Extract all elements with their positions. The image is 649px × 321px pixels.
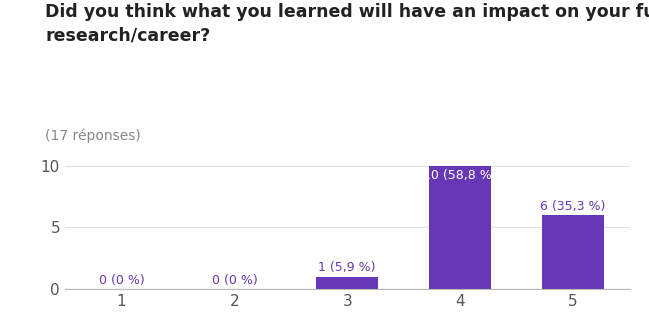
- Bar: [429, 166, 491, 289]
- Text: Did you think what you learned will have an impact on your future
research/caree: Did you think what you learned will have…: [45, 3, 649, 44]
- Text: 1 (5,9 %): 1 (5,9 %): [319, 261, 376, 274]
- Text: 0 (0 %): 0 (0 %): [99, 274, 145, 287]
- Text: 6 (35,3 %): 6 (35,3 %): [540, 200, 606, 213]
- Text: 10 (58,8 %): 10 (58,8 %): [423, 169, 497, 182]
- Bar: [316, 277, 378, 289]
- Bar: [542, 215, 604, 289]
- Text: (17 réponses): (17 réponses): [45, 128, 141, 143]
- Text: 0 (0 %): 0 (0 %): [212, 274, 257, 287]
